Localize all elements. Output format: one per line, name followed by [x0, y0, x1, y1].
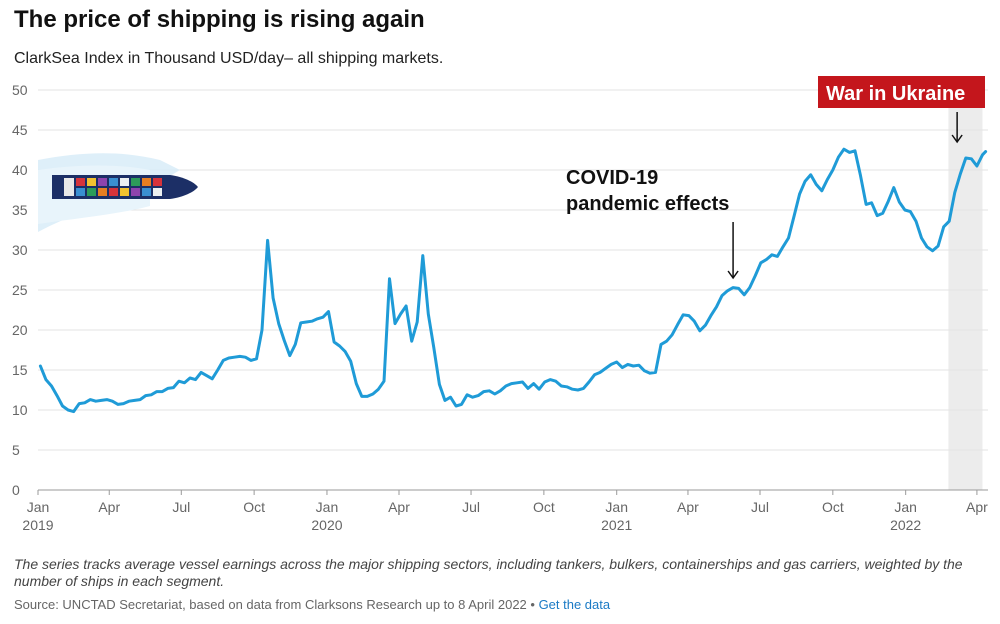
war-annotation: War in Ukraine [818, 76, 985, 144]
covid-annotation: COVID-19 pandemic effects [566, 167, 739, 280]
source-text: Source: UNCTAD Secretariat, based on dat… [14, 597, 539, 612]
x-tick-label: Apr [98, 499, 120, 515]
y-tick-label-10: 10 [12, 402, 28, 418]
y-tick-label-20: 20 [12, 322, 28, 338]
x-tick-label: Apr [388, 499, 410, 515]
x-tick-label: Oct [822, 499, 844, 515]
war-badge [818, 76, 985, 108]
war-arrowhead [951, 134, 963, 144]
x-axis: Jan 2019 Apr Jul Oct Jan 2020 Apr Jul Oct Jan 2021 A… [22, 490, 988, 533]
x-tick-label: Jul [172, 499, 190, 515]
y-tick-label-25: 25 [12, 282, 28, 298]
x-tick-label: Jul [751, 499, 769, 515]
source-line: Source: UNCTAD Secretariat, based on dat… [14, 597, 610, 612]
war-annotation-label: War in Ukraine [826, 83, 965, 105]
covid-arrowhead [727, 270, 739, 280]
y-tick-label-15: 15 [12, 362, 28, 378]
y-tick-label-35: 35 [12, 202, 28, 218]
x-tick-label: Apr [677, 499, 699, 515]
x-tick-year: 2019 [22, 517, 53, 533]
series-line [38, 147, 988, 414]
x-tick-year: 2022 [890, 517, 921, 533]
y-tick-label-5: 5 [12, 442, 20, 458]
x-tick-label: Jul [462, 499, 480, 515]
x-tick-label: Jan [605, 499, 628, 515]
covid-annotation-line-1: COVID-19 [566, 167, 658, 189]
ship-illustration [38, 153, 198, 232]
x-tick-label: Jan [316, 499, 339, 515]
x-tick-label: Oct [243, 499, 265, 515]
y-tick-label-0: 0 [12, 482, 20, 498]
x-tick-year: 2020 [311, 517, 342, 533]
grid-layer: 0 5 10 15 20 25 30 35 40 45 50 [12, 82, 988, 498]
chart-subtitle: ClarkSea Index in Thousand USD/day– all … [14, 50, 444, 67]
y-tick-label-45: 45 [12, 122, 28, 138]
y-tick-label-50: 50 [12, 82, 28, 98]
covid-annotation-line-2: pandemic effects [566, 193, 729, 215]
chart-title: The price of shipping is rising again [14, 6, 425, 33]
x-tick-label: Oct [533, 499, 555, 515]
ship-containers [64, 178, 162, 196]
series-layer [38, 147, 988, 414]
annotation-layer: COVID-19 pandemic effects War in Ukraine [566, 76, 985, 280]
y-tick-label-30: 30 [12, 242, 28, 258]
get-data-link[interactable]: Get the data [538, 597, 611, 612]
x-tick-label: Jan [894, 499, 917, 515]
x-tick-year: 2021 [601, 517, 632, 533]
x-tick-label: Jan [27, 499, 50, 515]
x-tick-label: Apr [966, 499, 988, 515]
chart-note: The series tracks average vessel earning… [14, 556, 963, 589]
y-tick-label-40: 40 [12, 162, 28, 178]
